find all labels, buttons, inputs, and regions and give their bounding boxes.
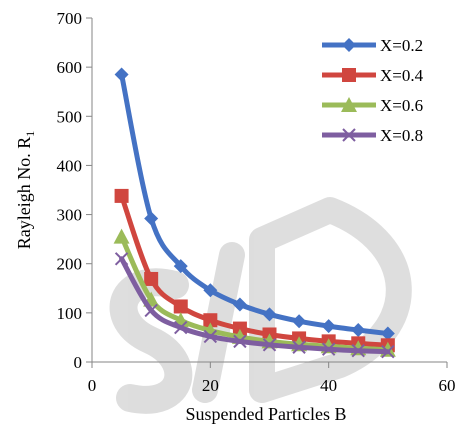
- data-point: [203, 313, 218, 328]
- series-layer: [113, 67, 396, 359]
- data-point: [114, 252, 129, 266]
- marker-stroke: [321, 342, 336, 356]
- series-line: [119, 193, 391, 348]
- data-point: [262, 307, 277, 322]
- marker-stroke: [233, 334, 247, 349]
- x-tick-label: 40: [320, 376, 337, 395]
- marker-stroke: [381, 344, 395, 359]
- data-point: [203, 329, 218, 344]
- data-point: [381, 344, 395, 359]
- data-point: [232, 321, 247, 336]
- data-point: [321, 319, 336, 334]
- x-axis-title: Suspended Particles B: [186, 404, 347, 424]
- marker-stroke: [351, 343, 365, 358]
- legend-label: X=0.4: [380, 66, 424, 85]
- x-tick-label: 0: [88, 376, 97, 395]
- legend: X=0.2 X=0.4 X=0.6 X=0.8: [322, 36, 424, 145]
- data-point: [292, 340, 306, 354]
- y-tick-label: 400: [57, 156, 83, 175]
- legend-swatch-marker: [341, 97, 357, 112]
- marker-stroke: [203, 329, 218, 344]
- legend-swatch-marker: [342, 68, 356, 82]
- data-point: [173, 299, 188, 314]
- data-point: [233, 334, 247, 349]
- data-point: [114, 188, 129, 203]
- data-point: [321, 342, 336, 356]
- y-tick-label: 100: [57, 304, 83, 323]
- data-point: [262, 338, 277, 352]
- marker-stroke: [292, 340, 306, 354]
- legend-swatch-marker: [342, 38, 356, 52]
- data-point: [203, 283, 218, 298]
- data-point: [292, 314, 307, 329]
- y-tick-label: 300: [57, 206, 83, 225]
- series-line: [119, 234, 391, 353]
- y-tick-label: 200: [57, 255, 83, 274]
- legend-entry-3: X=0.6: [322, 96, 423, 115]
- legend-label: X=0.2: [380, 36, 423, 55]
- legend-entry-1: X=0.2: [322, 36, 423, 55]
- watermark-letter-d: [249, 197, 412, 403]
- series-1: [114, 67, 395, 341]
- marker-stroke: [174, 320, 188, 335]
- legend-entry-4: X=0.8: [322, 126, 423, 145]
- marker-stroke: [342, 128, 356, 142]
- y-tick-label: 0: [74, 353, 83, 372]
- y-axis-title-main: Rayleigh No. R: [14, 137, 34, 250]
- y-tick-label: 500: [57, 107, 83, 126]
- data-point: [144, 303, 158, 318]
- x-tick-label: 20: [202, 376, 219, 395]
- data-point: [144, 271, 159, 286]
- series-line: [119, 256, 391, 355]
- y-tick-label: 700: [57, 9, 83, 28]
- data-point: [351, 323, 366, 338]
- legend-label: X=0.6: [380, 96, 423, 115]
- legend-swatch-marker: [342, 128, 356, 142]
- marker-stroke: [262, 338, 277, 352]
- marker-stroke: [144, 303, 158, 318]
- data-point: [174, 320, 188, 335]
- data-point: [380, 326, 395, 341]
- data-point: [144, 211, 159, 226]
- y-axis-title: Rayleigh No. R1: [14, 131, 37, 250]
- data-point: [351, 343, 365, 358]
- series-4: [114, 252, 395, 359]
- x-tick-label: 60: [439, 376, 456, 395]
- data-point: [232, 297, 247, 312]
- watermark: [109, 197, 412, 414]
- legend-entry-2: X=0.4: [322, 66, 424, 85]
- data-point: [113, 228, 130, 244]
- data-point: [173, 259, 188, 274]
- marker-stroke: [114, 252, 129, 266]
- legend-label: X=0.8: [380, 126, 423, 145]
- axes: 0 100 200 300 400 500 600 700 0 20 40 60: [57, 9, 456, 395]
- y-tick-label: 600: [57, 58, 83, 77]
- y-axis-title-subscript: 1: [23, 131, 37, 137]
- data-point: [114, 67, 129, 82]
